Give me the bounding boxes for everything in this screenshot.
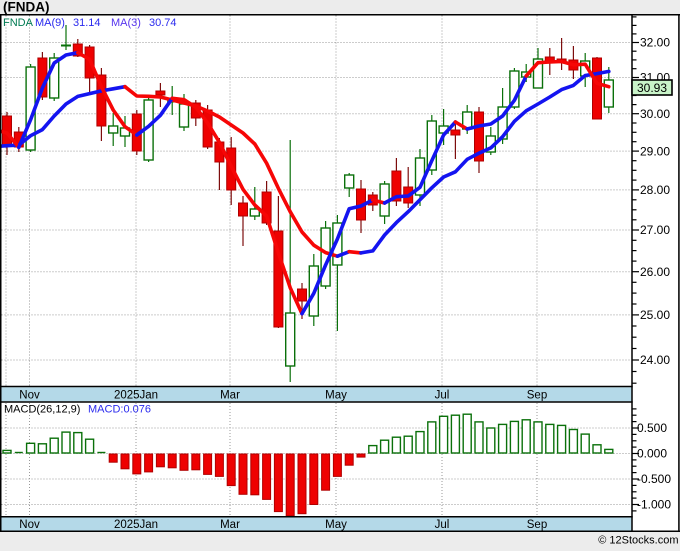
svg-text:30.00: 30.00 [640,107,670,121]
svg-text:2025Jan: 2025Jan [114,519,158,531]
svg-text:May: May [325,519,347,531]
svg-text:27.00: 27.00 [640,223,670,237]
svg-text:0.000: 0.000 [637,447,667,461]
svg-text:MA(3): MA(3) [111,17,141,29]
svg-text:30.93: 30.93 [637,81,667,95]
svg-text:MACD:0.076: MACD:0.076 [88,404,151,416]
svg-text:FNDA: FNDA [3,17,34,29]
svg-text:Jul: Jul [435,390,450,402]
svg-text:MACD(26,12,9): MACD(26,12,9) [4,404,80,416]
svg-text:Sep: Sep [527,519,547,531]
svg-text:30.74: 30.74 [149,17,177,29]
svg-text:31.14: 31.14 [73,17,101,29]
svg-text:24.00: 24.00 [640,353,670,367]
svg-text:Sep: Sep [527,390,547,402]
svg-text:Nov: Nov [19,390,40,402]
svg-text:MA(9): MA(9) [35,17,65,29]
svg-text:Jul: Jul [435,519,450,531]
svg-text:-0.500: -0.500 [637,472,671,486]
svg-text:-1.000: -1.000 [637,498,671,512]
svg-text:28.00: 28.00 [640,183,670,197]
svg-text:32.00: 32.00 [640,36,670,50]
svg-text:Mar: Mar [220,519,240,531]
svg-text:Nov: Nov [19,519,40,531]
svg-text:2025Jan: 2025Jan [114,390,158,402]
svg-text:(FNDA): (FNDA) [3,0,50,15]
svg-text:26.00: 26.00 [640,265,670,279]
svg-text:May: May [325,390,347,402]
svg-text:© 12Stocks.com: © 12Stocks.com [598,535,678,547]
svg-text:Mar: Mar [220,390,240,402]
svg-text:25.00: 25.00 [640,308,670,322]
svg-text:0.500: 0.500 [637,421,667,435]
svg-text:29.00: 29.00 [640,144,670,158]
